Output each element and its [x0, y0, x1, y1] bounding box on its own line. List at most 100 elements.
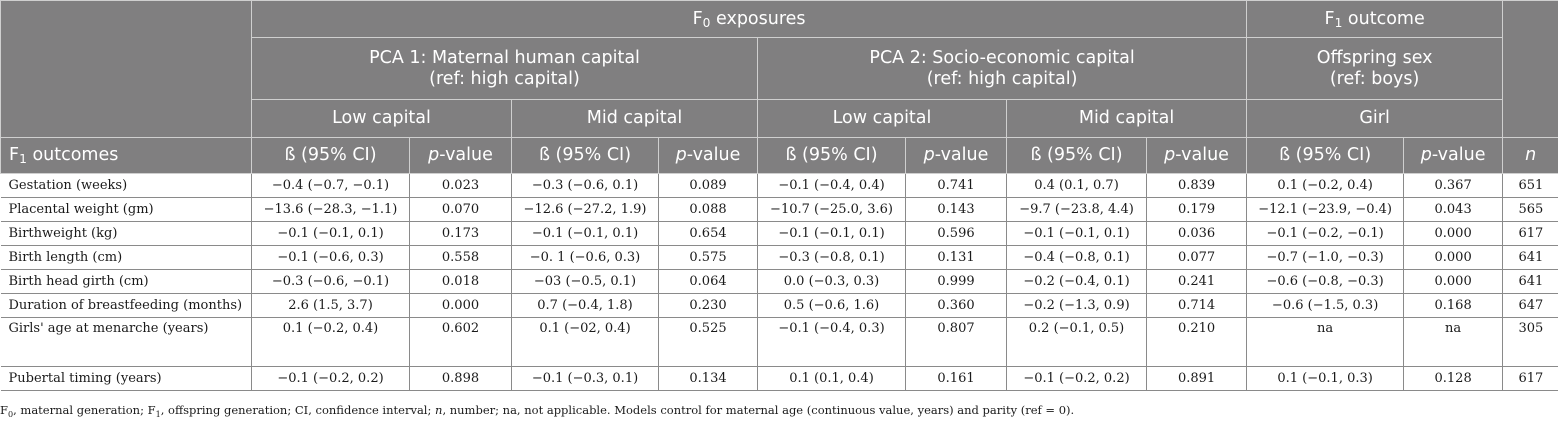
table-cell: na — [1246, 317, 1404, 367]
p-value-column-header: p-value — [1145, 137, 1248, 174]
pca2-mid-capital-header: Mid capital — [1005, 99, 1248, 138]
table-footnote: F0, maternal generation; F1, offspring g… — [0, 403, 1075, 419]
pca2-low-capital-header: Low capital — [757, 99, 1007, 138]
p-value-column-header: p-value — [905, 137, 1007, 174]
table-cell: 0.898 — [409, 366, 512, 391]
table-cell: 0.596 — [905, 221, 1007, 246]
table-cell: 0.807 — [905, 317, 1007, 367]
beta-ci-column-header: ß (95% CI) — [1006, 137, 1147, 174]
p-value-column-header: p-value — [409, 137, 512, 174]
f0-exposures-header: F0 exposures — [250, 0, 1248, 38]
table-cell: 0.1 (−0.1, 0.3) — [1246, 366, 1404, 391]
beta-ci-column-header: ß (95% CI) — [511, 137, 659, 174]
table-cell: 0.367 — [1403, 173, 1503, 198]
table-cell: 0.839 — [1145, 173, 1247, 198]
table-cell: −0.3 (−0.8, 0.1) — [757, 245, 906, 270]
table-cell: −0.1 (−0.1, 0.1) — [511, 221, 659, 246]
table-cell: −0.1 (−0.4, 0.3) — [757, 317, 906, 367]
row-label: Gestation (weeks) — [0, 173, 252, 198]
table-cell: −0.1 (−0.1, 0.1) — [251, 221, 410, 246]
table-cell: 641 — [1502, 269, 1558, 294]
table-cell: 0.1 (0.1, 0.4) — [757, 366, 906, 391]
table-cell: 0.241 — [1145, 269, 1247, 294]
table-cell: 0.000 — [1403, 221, 1503, 246]
table-cell: −9.7 (−23.8, 4.4) — [1006, 197, 1147, 222]
table-cell: −0.1 (−0.4, 0.4) — [757, 173, 906, 198]
table-cell: 0.0 (−0.3, 0.3) — [757, 269, 906, 294]
table-cell: 0.077 — [1145, 245, 1247, 270]
table-cell: 0.000 — [1403, 245, 1503, 270]
table-cell: −12.6 (−27.2, 1.9) — [511, 197, 659, 222]
p-value-column-header: p-value — [658, 137, 758, 174]
table-cell: 0.064 — [658, 269, 758, 294]
table-cell: 0.018 — [409, 269, 512, 294]
table-cell: 0.036 — [1145, 221, 1247, 246]
table-cell: 0.360 — [905, 293, 1007, 318]
table-cell: 0.168 — [1403, 293, 1503, 318]
corner-cell — [0, 0, 252, 138]
table-row: Gestation (weeks) −0.4 (−0.7, −0.1) 0.02… — [0, 173, 1558, 198]
table-cell: na — [1403, 317, 1503, 367]
table-cell: 0.161 — [905, 366, 1007, 391]
table-cell: 617 — [1502, 221, 1558, 246]
p-value-column-header: p-value — [1403, 137, 1504, 174]
row-label: Pubertal timing (years) — [0, 366, 252, 391]
table-cell: 0.4 (0.1, 0.7) — [1006, 173, 1147, 198]
table-cell: 0.7 (−0.4, 1.8) — [511, 293, 659, 318]
table-cell: −0.1 (−0.2, 0.2) — [1006, 366, 1147, 391]
table-cell: 641 — [1502, 245, 1558, 270]
table-cell: 0.741 — [905, 173, 1007, 198]
table-row: Placental weight (gm) −13.6 (−28.3, −1.1… — [0, 197, 1558, 222]
table-cell: 617 — [1502, 366, 1558, 391]
table-row: Birthweight (kg) −0.1 (−0.1, 0.1) 0.173 … — [0, 221, 1558, 246]
table-cell: 565 — [1502, 197, 1558, 222]
table-cell: 0.131 — [905, 245, 1007, 270]
table-cell: −12.1 (−23.9, −0.4) — [1246, 197, 1404, 222]
table-cell: 0.654 — [658, 221, 758, 246]
table-cell: 647 — [1502, 293, 1558, 318]
pca2-header: PCA 2: Socio-economic capital (ref: high … — [756, 37, 1248, 100]
table-cell: −0. 1 (−0.6, 0.3) — [511, 245, 659, 270]
pca1-low-capital-header: Low capital — [251, 99, 512, 138]
table-cell: 0.1 (−02, 0.4) — [511, 317, 659, 367]
table-cell: 0.1 (−0.2, 0.4) — [251, 317, 410, 367]
beta-ci-column-header: ß (95% CI) — [757, 137, 906, 174]
table-cell: −0.4 (−0.7, −0.1) — [251, 173, 410, 198]
table-cell: −0.6 (−1.5, 0.3) — [1246, 293, 1404, 318]
table-row: Birth head girth (cm) −0.3 (−0.6, −0.1) … — [0, 269, 1558, 294]
table-cell: 0.210 — [1145, 317, 1247, 367]
table-cell: −0.1 (−0.6, 0.3) — [251, 245, 410, 270]
table-row: Pubertal timing (years) −0.1 (−0.2, 0.2)… — [0, 366, 1558, 391]
table-cell: 0.525 — [658, 317, 758, 367]
offspring-sex-header: Offspring sex (ref: boys) — [1246, 37, 1504, 100]
table-cell: −0.1 (−0.1, 0.1) — [1006, 221, 1147, 246]
f1-outcome-header: F1 outcome — [1246, 0, 1504, 38]
table-cell: −0.4 (−0.8, 0.1) — [1006, 245, 1147, 270]
table-cell: −0.3 (−0.6, −0.1) — [251, 269, 410, 294]
table-cell: 0.089 — [658, 173, 758, 198]
table-cell: 0.143 — [905, 197, 1007, 222]
table-cell: 0.891 — [1145, 366, 1247, 391]
table-cell: 0.558 — [409, 245, 512, 270]
table-cell: 0.2 (−0.1, 0.5) — [1006, 317, 1147, 367]
table-cell: −0.1 (−0.2, −0.1) — [1246, 221, 1404, 246]
table-cell: 0.602 — [409, 317, 512, 367]
row-label: Birthweight (kg) — [0, 221, 252, 246]
table-cell: 0.230 — [658, 293, 758, 318]
pca1-mid-capital-header: Mid capital — [511, 99, 758, 138]
table-cell: 0.000 — [1403, 269, 1503, 294]
table-cell: 0.714 — [1145, 293, 1247, 318]
n-corner-cell — [1502, 0, 1558, 138]
table-cell: 0.043 — [1403, 197, 1503, 222]
row-label: Placental weight (gm) — [0, 197, 252, 222]
table-cell: −0.6 (−0.8, −0.3) — [1246, 269, 1404, 294]
pca1-header: PCA 1: Maternal human capital (ref: high … — [251, 37, 758, 100]
table-body: Gestation (weeks) −0.4 (−0.7, −0.1) 0.02… — [0, 173, 1558, 391]
table-cell: 2.6 (1.5, 3.7) — [251, 293, 410, 318]
table-cell: 0.5 (−0.6, 1.6) — [757, 293, 906, 318]
table-cell: 0.128 — [1403, 366, 1503, 391]
table-cell: −0.1 (−0.3, 0.1) — [511, 366, 659, 391]
row-label: Duration of breastfeeding (months) — [0, 293, 252, 318]
table-cell: 0.070 — [409, 197, 512, 222]
results-table: F0 exposures F1 outcome PCA 1: Maternal … — [0, 0, 1558, 391]
